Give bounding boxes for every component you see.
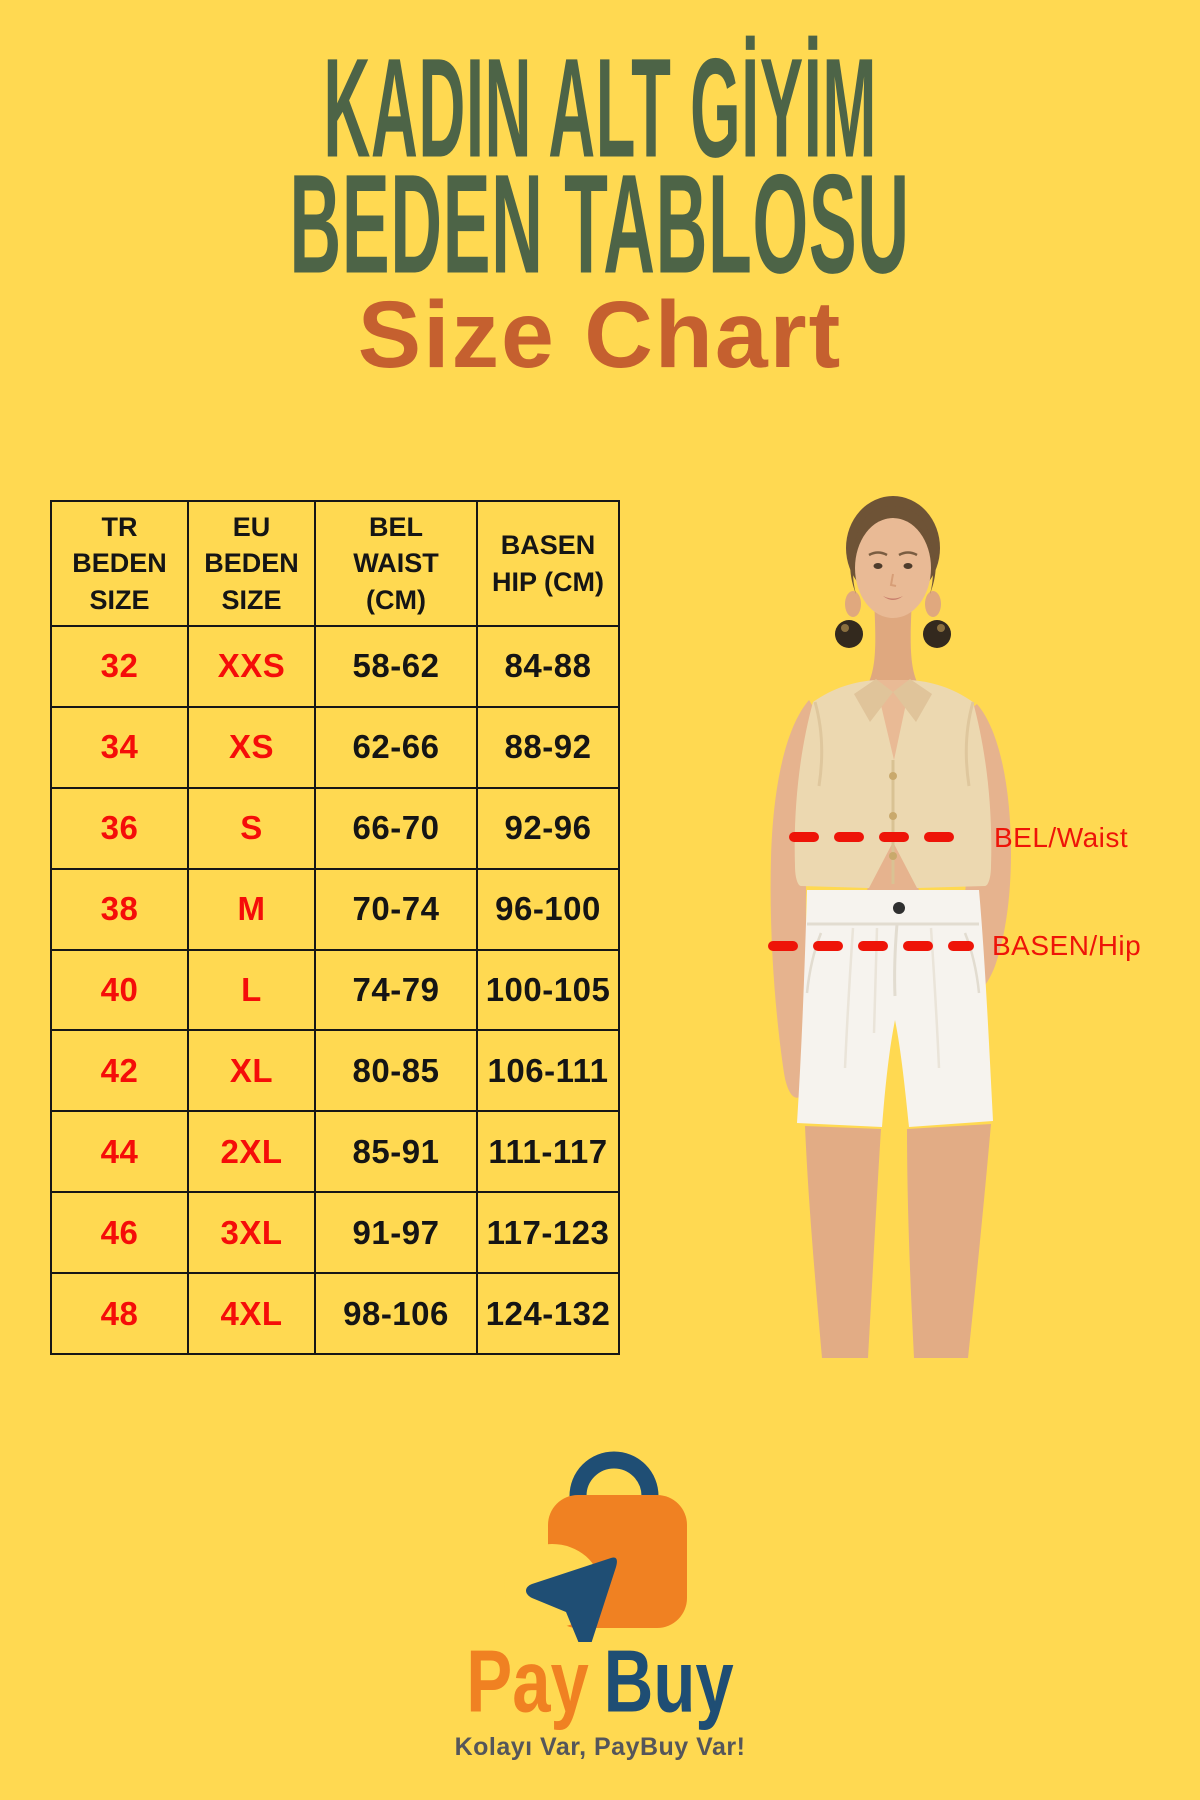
table-row: 48 4XL 98-106 124-132: [50, 1272, 620, 1355]
waist-cell: 80-85: [314, 1029, 478, 1113]
waist-cell: 85-91: [314, 1110, 478, 1194]
column-header-hip: BASEN HIP (CM): [476, 500, 620, 627]
model-photo: [770, 496, 1011, 1358]
eu-size-cell: XS: [187, 705, 316, 789]
waist-cell: 66-70: [314, 786, 478, 870]
eu-size-cell: XXS: [187, 625, 316, 708]
eu-size-cell: 4XL: [187, 1272, 316, 1355]
hip-cell: 106-111: [476, 1029, 620, 1113]
brand-buy: Buy: [603, 1631, 734, 1731]
brand-logo: [504, 1451, 687, 1642]
page-title-line-1: KADIN ALT GİYİM: [0, 37, 1200, 178]
waist-cell: 58-62: [314, 625, 478, 708]
hip-cell: 124-132: [476, 1272, 620, 1355]
eu-size-cell: S: [187, 786, 316, 870]
table-row: 32 XXS 58-62 84-88: [50, 625, 620, 708]
hip-cell: 84-88: [476, 625, 620, 708]
column-header-waist: BEL WAIST (CM): [314, 500, 478, 627]
eu-size-cell: XL: [187, 1029, 316, 1113]
brand-pay: Pay: [466, 1631, 589, 1731]
hip-cell: 96-100: [476, 867, 620, 951]
hip-label: BASEN/Hip: [992, 930, 1142, 961]
table-row: 42 XL 80-85 106-111: [50, 1029, 620, 1113]
waist-cell: 70-74: [314, 867, 478, 951]
eu-size-cell: M: [187, 867, 316, 951]
column-header-tr-size: TR BEDEN SIZE: [50, 500, 189, 627]
tr-size-cell: 42: [50, 1029, 189, 1113]
waist-guide-line: [789, 832, 957, 842]
size-table: TR BEDEN SIZE EU BEDEN SIZE BEL WAIST (C…: [50, 500, 620, 1355]
tr-size-cell: 44: [50, 1110, 189, 1194]
hip-cell: 111-117: [476, 1110, 620, 1194]
table-row: 44 2XL 85-91 111-117: [50, 1110, 620, 1194]
waist-cell: 62-66: [314, 705, 478, 789]
eu-size-cell: 3XL: [187, 1191, 316, 1274]
column-header-eu-size: EU BEDEN SIZE: [187, 500, 316, 627]
waist-cell: 91-97: [314, 1191, 478, 1274]
header-row: TR BEDEN SIZE EU BEDEN SIZE BEL WAIST (C…: [50, 500, 620, 627]
table-row: 34 XS 62-66 88-92: [50, 705, 620, 789]
waist-label: BEL/Waist: [994, 822, 1129, 853]
table-row: 36 S 66-70 92-96: [50, 786, 620, 870]
brand-tagline: Kolayı Var, PayBuy Var!: [454, 1733, 746, 1761]
page-subtitle: Size Chart: [357, 282, 843, 388]
hip-cell: 92-96: [476, 786, 620, 870]
brand-wordmark: Pay Buy: [108, 1637, 1092, 1725]
tr-size-cell: 36: [50, 786, 189, 870]
page-title-line-2: BEDEN TABLOSU: [0, 153, 1200, 294]
hip-cell: 100-105: [476, 948, 620, 1032]
tr-size-cell: 46: [50, 1191, 189, 1274]
eu-size-cell: 2XL: [187, 1110, 316, 1194]
eu-size-cell: L: [187, 948, 316, 1032]
size-table-container: TR BEDEN SIZE EU BEDEN SIZE BEL WAIST (C…: [50, 500, 620, 1355]
page-title-line-2-text: BEDEN TABLOSU: [289, 145, 911, 303]
table-row: 46 3XL 91-97 117-123: [50, 1191, 620, 1274]
tr-size-cell: 40: [50, 948, 189, 1032]
tr-size-cell: 34: [50, 705, 189, 789]
hip-guide-line: [768, 941, 974, 951]
hip-cell: 117-123: [476, 1191, 620, 1274]
tr-size-cell: 32: [50, 625, 189, 708]
tr-size-cell: 38: [50, 867, 189, 951]
table-row: 40 L 74-79 100-105: [50, 948, 620, 1032]
hip-cell: 88-92: [476, 705, 620, 789]
cursor-arrow-icon: [526, 1557, 617, 1642]
page-title-line-1-text: KADIN ALT GİYİM: [323, 29, 877, 187]
waist-cell: 74-79: [314, 948, 478, 1032]
table-row: 38 M 70-74 96-100: [50, 867, 620, 951]
tr-size-cell: 48: [50, 1272, 189, 1355]
shopping-bag-icon: [504, 1451, 687, 1628]
waist-cell: 98-106: [314, 1272, 478, 1355]
